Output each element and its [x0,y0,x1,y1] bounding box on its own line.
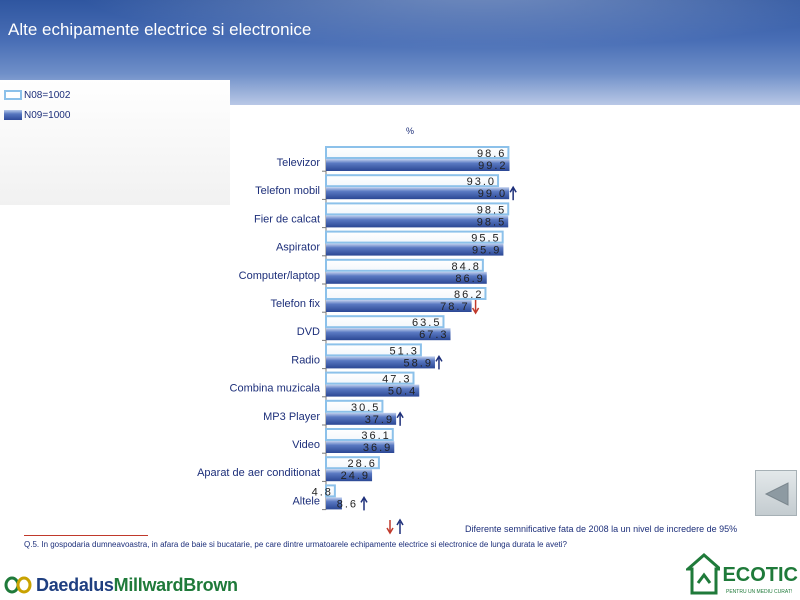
recycle-house-icon [686,553,721,595]
value-label-2008: 36.1 [361,430,390,442]
value-label-2008: 93.0 [467,176,496,188]
value-label-2009: 58.9 [404,357,433,369]
category-label: Radio [291,354,320,366]
category-label: Combina muzicala [230,383,321,395]
legend-label-2009: N09=1000 [24,109,71,121]
bar-2008 [325,258,484,272]
value-label-2008: 84.8 [451,261,480,273]
logo-text-daedalus: Daedalus [36,574,114,595]
value-label-2009: 24.9 [341,470,370,482]
significance-note: Diferente semnificative fata de 2008 la … [465,524,738,534]
bar-2009 [326,243,504,256]
bar-2008 [325,202,510,216]
bar-2008 [325,343,422,357]
significance-down-arrow-icon [471,300,480,315]
category-label: Fier de calcat [254,213,320,225]
category-label: DVD [297,326,320,338]
significance-up-arrow-icon [435,354,443,370]
category-label: Aspirator [276,242,320,254]
bar-2008 [325,315,445,329]
bar-2009 [326,271,487,284]
bar-2009 [326,300,472,312]
back-triangle-icon [764,482,789,506]
value-label-2009: 67.3 [419,329,448,341]
footnote-divider [24,535,148,536]
bar-2009 [326,356,435,369]
ecotic-logo: ECOTIC PENTRU UN MEDIU CURAT! [686,551,798,599]
value-label-2009: 78.7 [440,301,469,313]
value-label-2009: 99.2 [478,160,507,172]
value-label-2008: 98.6 [477,148,506,160]
ecotic-wordmark: ECOTIC [722,563,798,586]
bar-2008 [325,146,510,159]
value-label-2009: 98.5 [477,216,506,228]
bar-2009 [326,187,510,200]
down-arrow-icon [386,520,394,535]
back-button[interactable] [755,470,797,516]
bar-2008 [325,484,336,498]
bar-2009 [326,441,395,453]
value-label-2009: 8.6 [337,498,358,510]
logo-infinity-icon [4,576,32,594]
significance-up-arrow-icon [360,495,368,511]
value-label-2009: 99.0 [478,188,507,200]
value-label-2009: 86.9 [455,273,484,285]
value-label-2008: 30.5 [351,402,380,414]
value-label-2008: 47.3 [382,374,411,386]
category-label: Video [292,439,320,451]
logo-text-millwardbrown: MillwardBrown [113,574,238,595]
value-label-2008: 51.3 [389,345,418,357]
significance-legend-arrows [385,518,405,541]
category-label: Computer/laptop [239,270,320,282]
category-label: MP3 Player [263,411,320,423]
bar-2009 [326,159,510,171]
bar-2008 [325,399,384,413]
bar-2009 [326,215,509,228]
bar-2008 [325,287,487,300]
category-label: Televizor [277,157,321,169]
value-label-2009: 50.4 [388,386,417,398]
category-label: Altele [292,495,320,507]
legend-label-2008: N08=1002 [24,89,71,101]
category-label: Telefon mobil [255,185,320,197]
legend-item-2008: N08=1002 [4,86,70,104]
value-label-2009: 36.9 [363,442,392,454]
bar-2009 [326,328,451,341]
category-label: Aparat de aer conditionat [197,467,320,479]
bar-2008 [325,428,394,441]
value-label-2008: 86.2 [454,289,483,301]
question-text: Q.5. In gospodaria dumneavoastra, in afa… [24,540,567,549]
bar-2008 [325,371,415,385]
bar-2009 [326,497,342,510]
bar-2008 [325,174,500,188]
ecotic-tagline: PENTRU UN MEDIU CURAT! [726,589,793,595]
value-label-2009: 95.9 [472,245,501,257]
value-label-2008: 28.6 [347,458,376,470]
daedalus-millward-brown-logo: DaedalusMillwardBrown [4,572,238,598]
bar-2008 [325,230,504,244]
bar-2009 [326,412,397,425]
title-bar-shine [0,0,800,60]
legend: N08=1002 N09=1000 [4,86,70,126]
page-title: Alte echipamente electrice si electronic… [8,20,312,39]
legend-item-2009: N09=1000 [4,106,70,124]
legend-swatch-2009 [4,110,22,120]
up-arrow-icon [396,518,404,534]
bar-2009 [326,469,373,482]
bar-2008 [325,456,380,470]
value-label-2009: 37.9 [365,414,394,426]
legend-swatch-2008 [4,90,22,100]
bar-2009 [326,384,420,397]
significance-up-arrow-icon [509,185,517,201]
legend-panel [0,80,230,205]
category-label: Telefon fix [270,298,320,310]
value-label-2008: 63.5 [412,317,441,329]
unit-label: % [406,126,415,136]
significance-up-arrow-icon [396,411,404,426]
value-label-2008: 95.5 [471,233,500,245]
value-label-2008: 98.5 [477,204,506,216]
value-label-2008: 4.8 [312,486,333,498]
